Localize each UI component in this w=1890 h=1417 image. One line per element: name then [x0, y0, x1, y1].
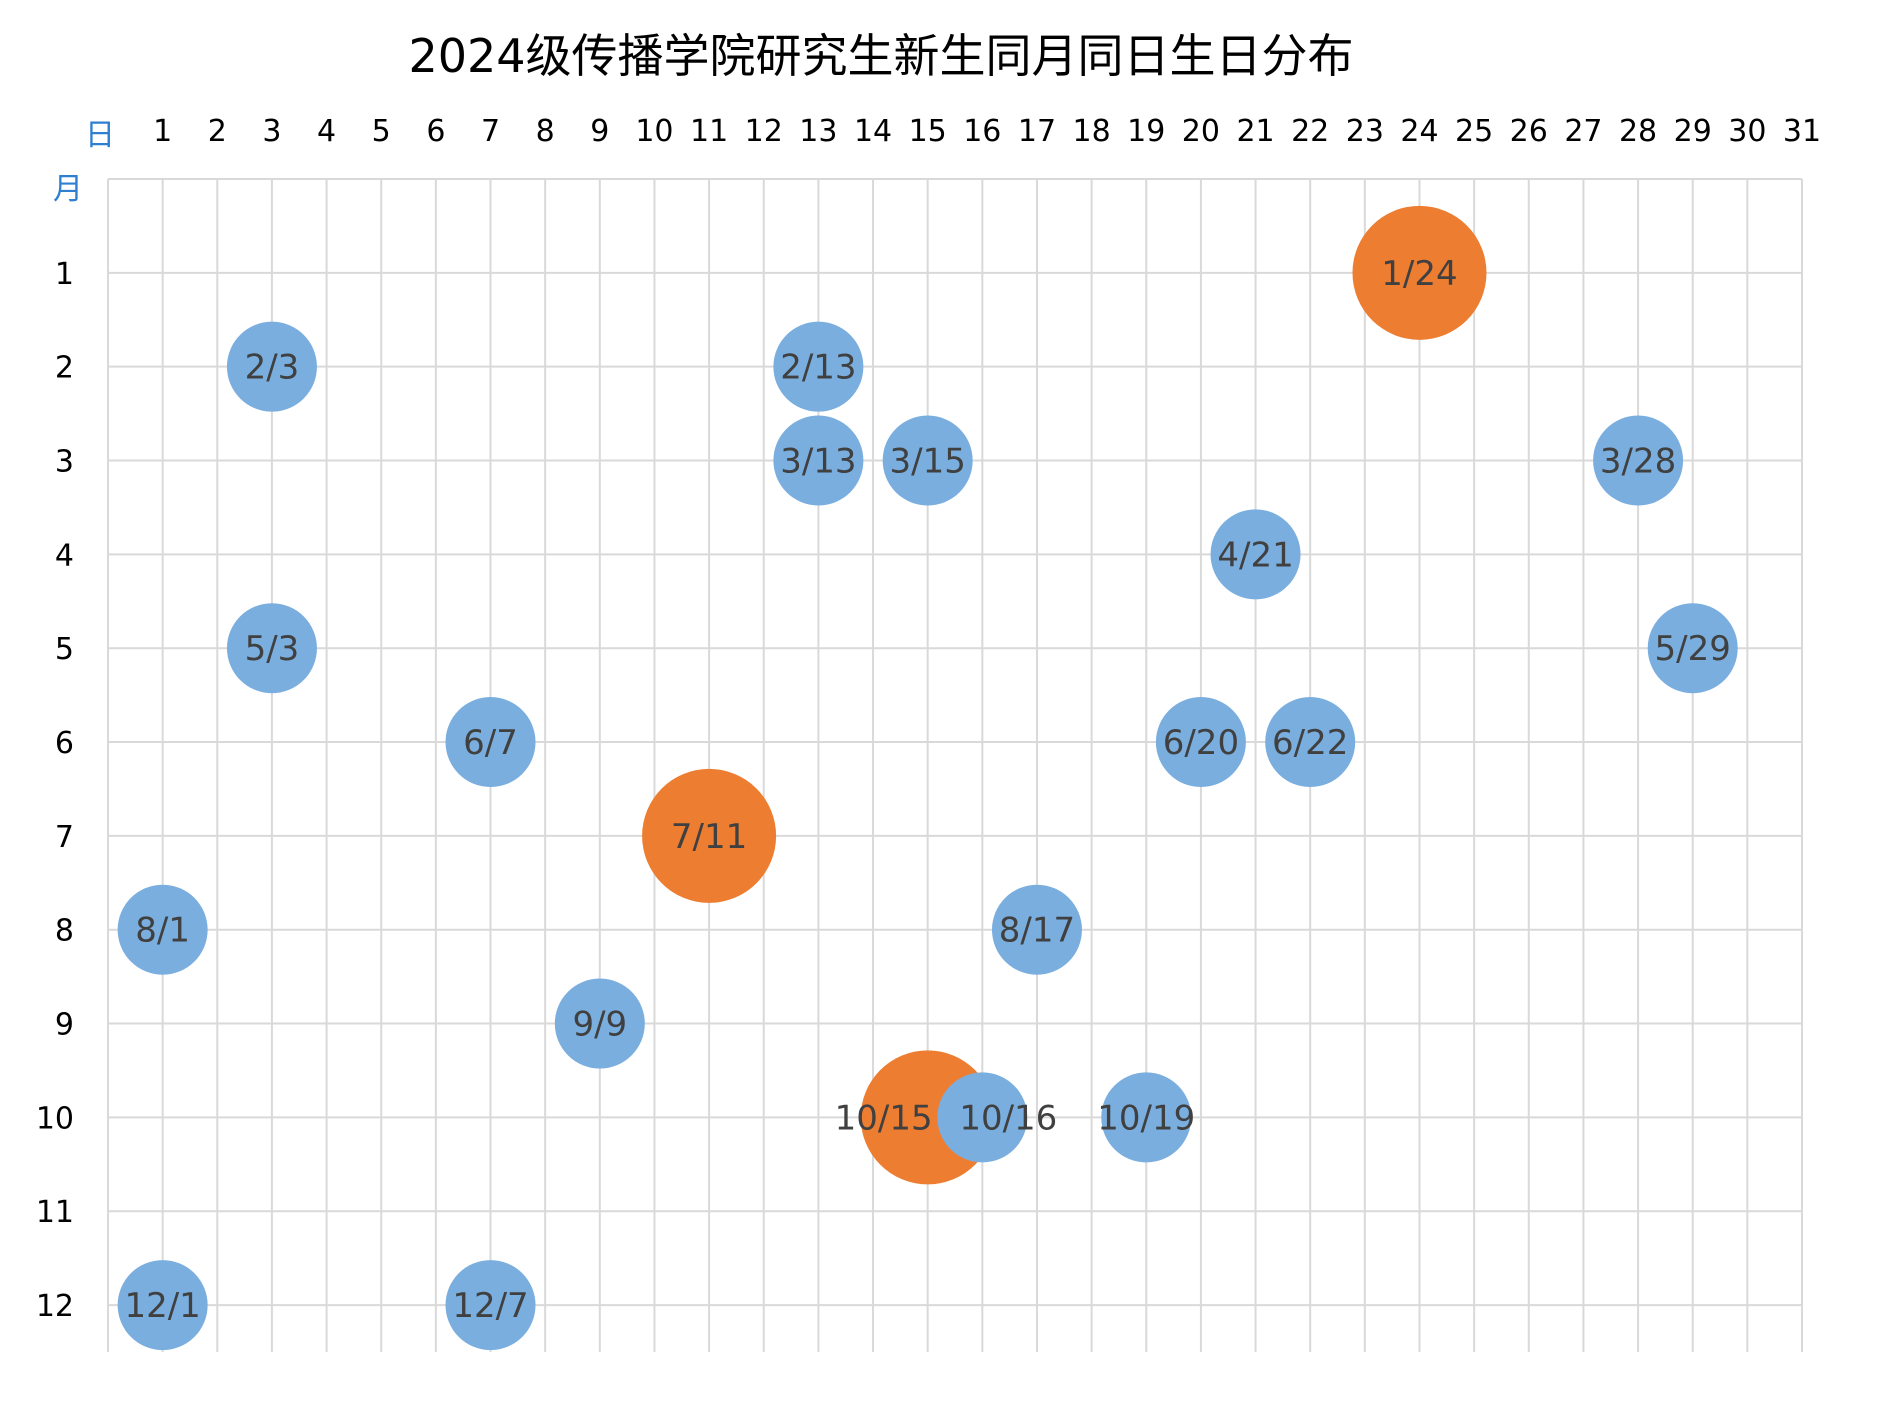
bubble-label: 5/3	[245, 629, 300, 669]
y-tick-label: 9	[55, 1008, 74, 1043]
y-axis-label: 月	[53, 172, 83, 207]
bubble	[882, 415, 973, 506]
x-tick-label: 17	[1018, 114, 1056, 149]
bubble-label: 3/15	[889, 442, 965, 482]
chart-title: 2024级传播学院研究生新生同月同日生日分布	[408, 29, 1353, 83]
bubble-label: 2/3	[245, 348, 300, 388]
grid	[107, 178, 1803, 1352]
x-tick-label: 2	[208, 114, 227, 149]
x-tick-label: 8	[536, 114, 555, 149]
bubble-label: 8/1	[135, 911, 190, 951]
bubble-label: 12/7	[452, 1286, 528, 1326]
bubble	[554, 978, 645, 1069]
bubble-label: 10/15	[835, 1098, 933, 1138]
bubble	[1210, 509, 1301, 600]
x-tick-label: 11	[690, 114, 728, 149]
bubble-label: 1/24	[1381, 254, 1457, 294]
bubble	[991, 884, 1082, 975]
bubble	[773, 415, 864, 506]
bubble-label: 3/28	[1600, 442, 1676, 482]
bubble-label: 4/21	[1217, 535, 1293, 575]
bubble	[445, 697, 536, 788]
x-tick-label: 14	[854, 114, 892, 149]
x-tick-label: 19	[1127, 114, 1165, 149]
x-tick-label: 9	[590, 114, 609, 149]
x-tick-label: 21	[1236, 114, 1274, 149]
x-tick-label: 26	[1510, 114, 1548, 149]
bubble	[937, 1072, 1028, 1163]
bubble-label: 9/9	[572, 1005, 627, 1045]
bubble	[226, 321, 317, 412]
y-tick-label: 5	[55, 632, 74, 667]
x-tick-label: 30	[1728, 114, 1766, 149]
bubble	[1101, 1072, 1192, 1163]
x-tick-label: 1	[153, 114, 172, 149]
bubble-label: 10/19	[1097, 1098, 1195, 1138]
bubble-label: 8/17	[999, 911, 1075, 951]
bubble	[1265, 697, 1356, 788]
x-tick-label: 27	[1564, 114, 1602, 149]
x-tick-label: 28	[1619, 114, 1657, 149]
bubble-label: 12/1	[124, 1286, 200, 1326]
x-tick-label: 12	[745, 114, 783, 149]
y-tick-label: 1	[55, 257, 74, 292]
x-tick-label: 13	[799, 114, 837, 149]
x-tick-label: 7	[481, 114, 500, 149]
x-tick-label: 5	[372, 114, 391, 149]
x-tick-label: 6	[426, 114, 445, 149]
bubble	[773, 321, 864, 412]
bubble-label: 7/11	[671, 817, 747, 857]
bubble-label: 6/22	[1272, 723, 1348, 763]
y-tick-label: 2	[55, 351, 74, 386]
bubble	[226, 603, 317, 694]
x-tick-label: 3	[262, 114, 281, 149]
x-tick-label: 18	[1073, 114, 1111, 149]
x-tick-label: 20	[1182, 114, 1220, 149]
bubbles: 1/24 2/3 2/13 3/13 3/15 3/28 4/21 5/3 5/29 6/7 6/2…	[117, 205, 1738, 1351]
x-tick-label: 24	[1400, 114, 1438, 149]
x-axis-ticks: 1 2 3 4 5 6 7 8 9 10 11 12 13 14 15 16 17 18 19 20 21 22 23 24 2…	[153, 114, 1821, 149]
x-tick-label: 23	[1346, 114, 1384, 149]
x-tick-label: 16	[963, 114, 1001, 149]
bubble	[642, 768, 777, 903]
bubble-label: 6/7	[463, 723, 518, 763]
y-tick-label: 8	[55, 914, 74, 949]
bubble	[117, 884, 208, 975]
x-axis-label: 日	[85, 118, 115, 153]
x-tick-label: 22	[1291, 114, 1329, 149]
bubble-label: 6/20	[1163, 723, 1239, 763]
y-tick-label: 4	[55, 538, 74, 573]
bubble-label: 5/29	[1655, 629, 1731, 669]
bubble	[1647, 603, 1738, 694]
y-tick-label: 6	[55, 726, 74, 761]
y-tick-label: 12	[36, 1289, 74, 1324]
bubble	[1155, 697, 1246, 788]
bubble	[1593, 415, 1684, 506]
bubble-label: 3/13	[780, 442, 856, 482]
bubble	[1352, 205, 1487, 340]
y-tick-label: 3	[55, 445, 74, 480]
x-tick-label: 29	[1674, 114, 1712, 149]
y-tick-label: 7	[55, 820, 74, 855]
bubble-label: 10/16	[959, 1098, 1057, 1138]
x-tick-label: 4	[317, 114, 336, 149]
x-tick-label: 25	[1455, 114, 1493, 149]
x-tick-label: 10	[635, 114, 673, 149]
bubble	[445, 1260, 536, 1351]
x-tick-label: 31	[1783, 114, 1821, 149]
bubble-label: 2/13	[780, 348, 856, 388]
y-tick-label: 10	[36, 1101, 74, 1136]
bubble	[117, 1260, 208, 1351]
y-tick-label: 11	[36, 1195, 74, 1230]
x-tick-label: 15	[909, 114, 947, 149]
